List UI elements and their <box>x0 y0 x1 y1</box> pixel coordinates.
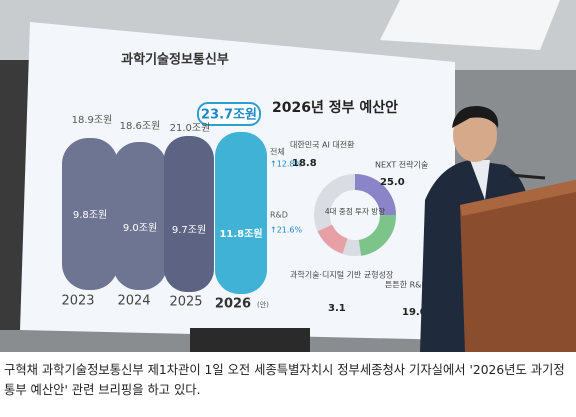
year: 2026 <box>215 297 251 312</box>
rnd-label: 11.8조원 <box>219 227 262 240</box>
rnd-label: 9.0조원 <box>123 222 157 234</box>
board-ministry: 과학기술정보통신부 <box>121 52 229 68</box>
bar <box>113 142 167 290</box>
donut-segment <box>358 214 397 256</box>
bar <box>164 136 214 292</box>
rnd-label: 9.7조원 <box>172 224 206 236</box>
podium <box>460 180 576 352</box>
total-label: 21.0조원 <box>170 122 211 134</box>
donut-value: 18.8 <box>292 158 317 169</box>
shirt <box>470 160 490 200</box>
donut-segment <box>354 174 396 216</box>
donut-label: NEXT 전략기술 <box>375 160 428 170</box>
stand <box>190 328 310 352</box>
year: 2024 <box>117 294 150 309</box>
year-note: (안) <box>257 300 269 309</box>
podium-top <box>460 180 576 216</box>
donut-value: 25.0 <box>380 177 405 188</box>
donut <box>314 174 397 256</box>
microphone <box>509 173 546 180</box>
donut-center: 4대 중점 투자 방향 <box>325 206 385 216</box>
badge <box>197 102 261 126</box>
donut-label: 튼튼한 R&D 생태계 <box>385 280 452 290</box>
total-label: 18.9조원 <box>72 114 113 126</box>
bar <box>215 132 267 294</box>
year: 2023 <box>61 294 94 309</box>
light <box>380 0 560 50</box>
donut-value: 3.1 <box>328 303 346 314</box>
donut-value: 19.0 <box>402 307 427 318</box>
face <box>453 108 497 162</box>
donut-label: 대한민국 AI 대전환 <box>290 140 355 150</box>
hair <box>452 105 499 128</box>
total-label: 23.7조원 <box>201 108 257 123</box>
bars <box>62 102 267 294</box>
donut-segment <box>317 224 348 254</box>
year: 2025 <box>169 295 202 310</box>
total-growth: ↑12.8% <box>270 160 303 169</box>
total-text: 전체 <box>270 147 285 157</box>
caption: 구혁채 과학기술정보통신부 제1차관이 1일 오전 세종특별자치시 정부세종청사… <box>4 363 565 397</box>
board-title: 2026년 정부 예산안 <box>272 99 398 116</box>
rnd-text: R&D <box>270 211 288 220</box>
donut-label: 과학기술·디지털 기반 균형성장 <box>290 270 394 280</box>
photo: 과학기술정보통신부 2026년 정부 예산안 18.9조원 18.6조원 21.… <box>0 0 576 352</box>
total-label: 18.6조원 <box>120 120 161 132</box>
bar <box>62 138 118 290</box>
rnd-growth: ↑21.6% <box>270 226 303 235</box>
rnd-label: 9.8조원 <box>73 209 107 221</box>
